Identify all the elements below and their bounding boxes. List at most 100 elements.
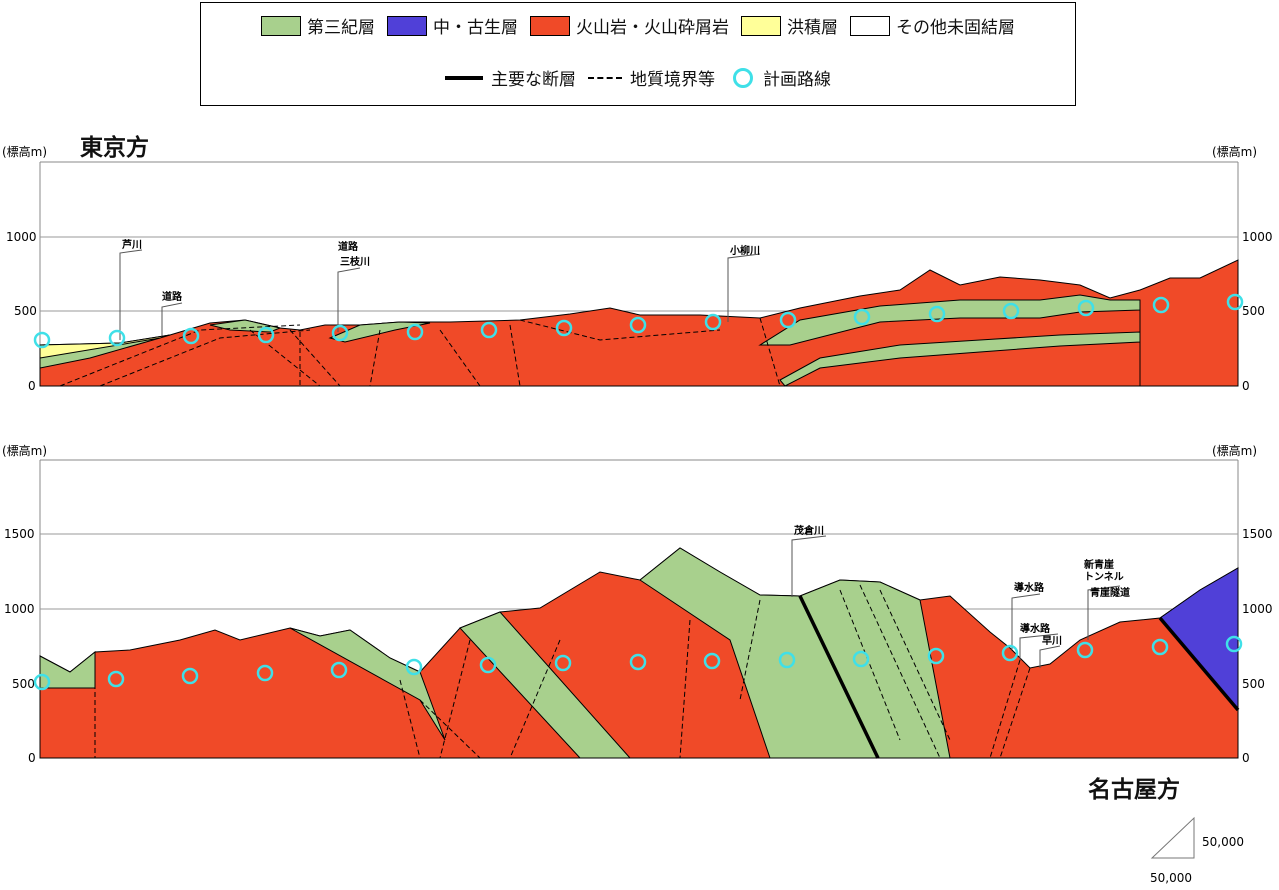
bottom-tertiary-central	[639, 547, 951, 759]
legend-label: 主要な断層	[491, 70, 576, 90]
direction-nagoya: 名古屋方	[1088, 777, 1180, 803]
fault-line-icon	[445, 75, 483, 80]
route-point	[927, 647, 945, 665]
route-point	[555, 319, 573, 337]
top-tick-500-left: 500	[14, 304, 37, 318]
top-dashed-boundaries	[59, 317, 781, 387]
route-point	[779, 311, 797, 329]
annotation-label: 芦川	[122, 238, 142, 251]
legend-label: 火山岩・火山砕屑岩	[576, 18, 729, 38]
route-point	[257, 326, 275, 344]
bottom-tick-0-left: 0	[28, 751, 36, 765]
route-point	[704, 313, 722, 331]
major-fault	[798, 595, 880, 759]
annotation-label: 早川	[1042, 635, 1062, 647]
route-point	[554, 654, 572, 672]
scale-vertical: 50,000	[1202, 835, 1244, 849]
top-axis-label-right: (標高m)	[1212, 144, 1257, 159]
bottom-tick-500-left: 500	[12, 677, 35, 691]
tertiary-swatch	[261, 15, 301, 36]
bottom-ticks: 1500 1000 500 0 1500 1000 500 0	[4, 527, 1273, 765]
legend-item-unconsolidated: その他未固結層	[850, 13, 1015, 38]
bottom-tick-1000-right: 1000	[1242, 602, 1273, 616]
bottom-tick-1500-left: 1500	[4, 527, 35, 541]
bottom-route	[33, 635, 1243, 691]
route-point	[33, 331, 51, 349]
route-point	[852, 650, 870, 668]
route-point	[256, 664, 274, 682]
route-point	[479, 656, 497, 674]
legend-label: 地質境界等	[630, 70, 715, 90]
bottom-dashed-boundaries	[94, 584, 1231, 759]
annotation-label: 茂倉川	[794, 524, 824, 537]
top-ticks: 1000 500 0 1000 500 0	[6, 230, 1273, 393]
route-point	[928, 305, 946, 323]
route-point	[33, 673, 51, 691]
route-point	[1002, 302, 1020, 320]
annotation-label: 導水路	[1014, 581, 1045, 594]
route-point	[1151, 638, 1169, 656]
route-point	[629, 316, 647, 334]
route-point	[1076, 641, 1094, 659]
top-tick-0-left: 0	[28, 379, 36, 393]
route-point	[1077, 299, 1095, 317]
route-point	[181, 667, 199, 685]
legend-item-paleozoic: 中・古生層	[387, 13, 518, 38]
bottom-section: (標高m) (標高m)	[2, 443, 1273, 765]
annotation-label: 小柳川	[729, 244, 760, 257]
annotation-label: 三枝川	[340, 255, 370, 268]
route-point	[1152, 296, 1170, 314]
route-point	[182, 327, 200, 345]
annotation-label: 新青崖	[1084, 558, 1114, 571]
legend-item-route: 計画路線	[727, 65, 831, 90]
annotation-label: トンネル	[1084, 571, 1124, 583]
direction-tokyo: 東京方	[80, 135, 149, 161]
legend-item-diluvium: 洪積層	[741, 13, 838, 38]
route-point	[1001, 644, 1019, 662]
route-point	[331, 324, 349, 342]
volcanic-swatch	[530, 15, 570, 36]
bottom-axis-label-right: (標高m)	[1212, 443, 1257, 458]
route-circle-icon	[733, 67, 753, 88]
legend-item-fault: 主要な断層	[445, 65, 576, 90]
top-route	[33, 293, 1244, 349]
route-point	[1225, 635, 1243, 653]
top-volcanic-body	[39, 259, 1239, 387]
route-point	[108, 329, 126, 347]
bottom-tertiary-band	[459, 611, 632, 759]
route-point	[703, 652, 721, 670]
bottom-volcanic-body	[39, 547, 1239, 759]
route-point	[480, 321, 498, 339]
scale-horizontal: 50,000	[1150, 871, 1192, 885]
legend-label: 洪積層	[787, 18, 838, 38]
bottom-tick-1000-left: 1000	[4, 602, 35, 616]
annotation-label: 青崖隧道	[1090, 586, 1130, 599]
bottom-tick-500-right: 500	[1242, 677, 1265, 691]
top-tick-0-right: 0	[1242, 379, 1250, 393]
legend-label: その他未固結層	[896, 18, 1015, 38]
legend-item-volcanic: 火山岩・火山砕屑岩	[530, 13, 729, 38]
route-point	[778, 651, 796, 669]
route-point	[330, 661, 348, 679]
bottom-tick-1500-right: 1500	[1242, 527, 1273, 541]
legend-label: 中・古生層	[433, 18, 518, 38]
paleozoic-swatch	[387, 15, 427, 36]
bottom-tick-0-right: 0	[1242, 751, 1250, 765]
scale-triangle-icon	[1150, 816, 1195, 859]
legend-box: 第三紀層 中・古生層 火山岩・火山砕屑岩 洪積層 その他未固結層 主要な断層 地…	[200, 2, 1076, 106]
legend-label: 第三紀層	[307, 18, 375, 38]
legend-row-lines: 主要な断層 地質境界等 計画路線	[201, 65, 1075, 90]
annotation-label: 道路	[338, 240, 359, 253]
top-tick-500-right: 500	[1242, 304, 1265, 318]
route-point	[405, 658, 423, 676]
bottom-annotations: 茂倉川 導水路 導水路 早川 新青崖 トンネル 青崖隧道	[791, 524, 1130, 668]
top-tick-1000-left: 1000	[6, 230, 37, 244]
legend-row-strata: 第三紀層 中・古生層 火山岩・火山砕屑岩 洪積層 その他未固結層	[201, 13, 1075, 38]
annotation-label: 導水路	[1020, 622, 1051, 635]
top-section: (標高m) (標高m) 1000	[2, 144, 1273, 393]
legend-item-boundary: 地質境界等	[588, 65, 715, 90]
annotation-label: 道路	[162, 290, 183, 303]
route-point	[406, 323, 424, 341]
boundary-dash-icon	[588, 76, 622, 79]
